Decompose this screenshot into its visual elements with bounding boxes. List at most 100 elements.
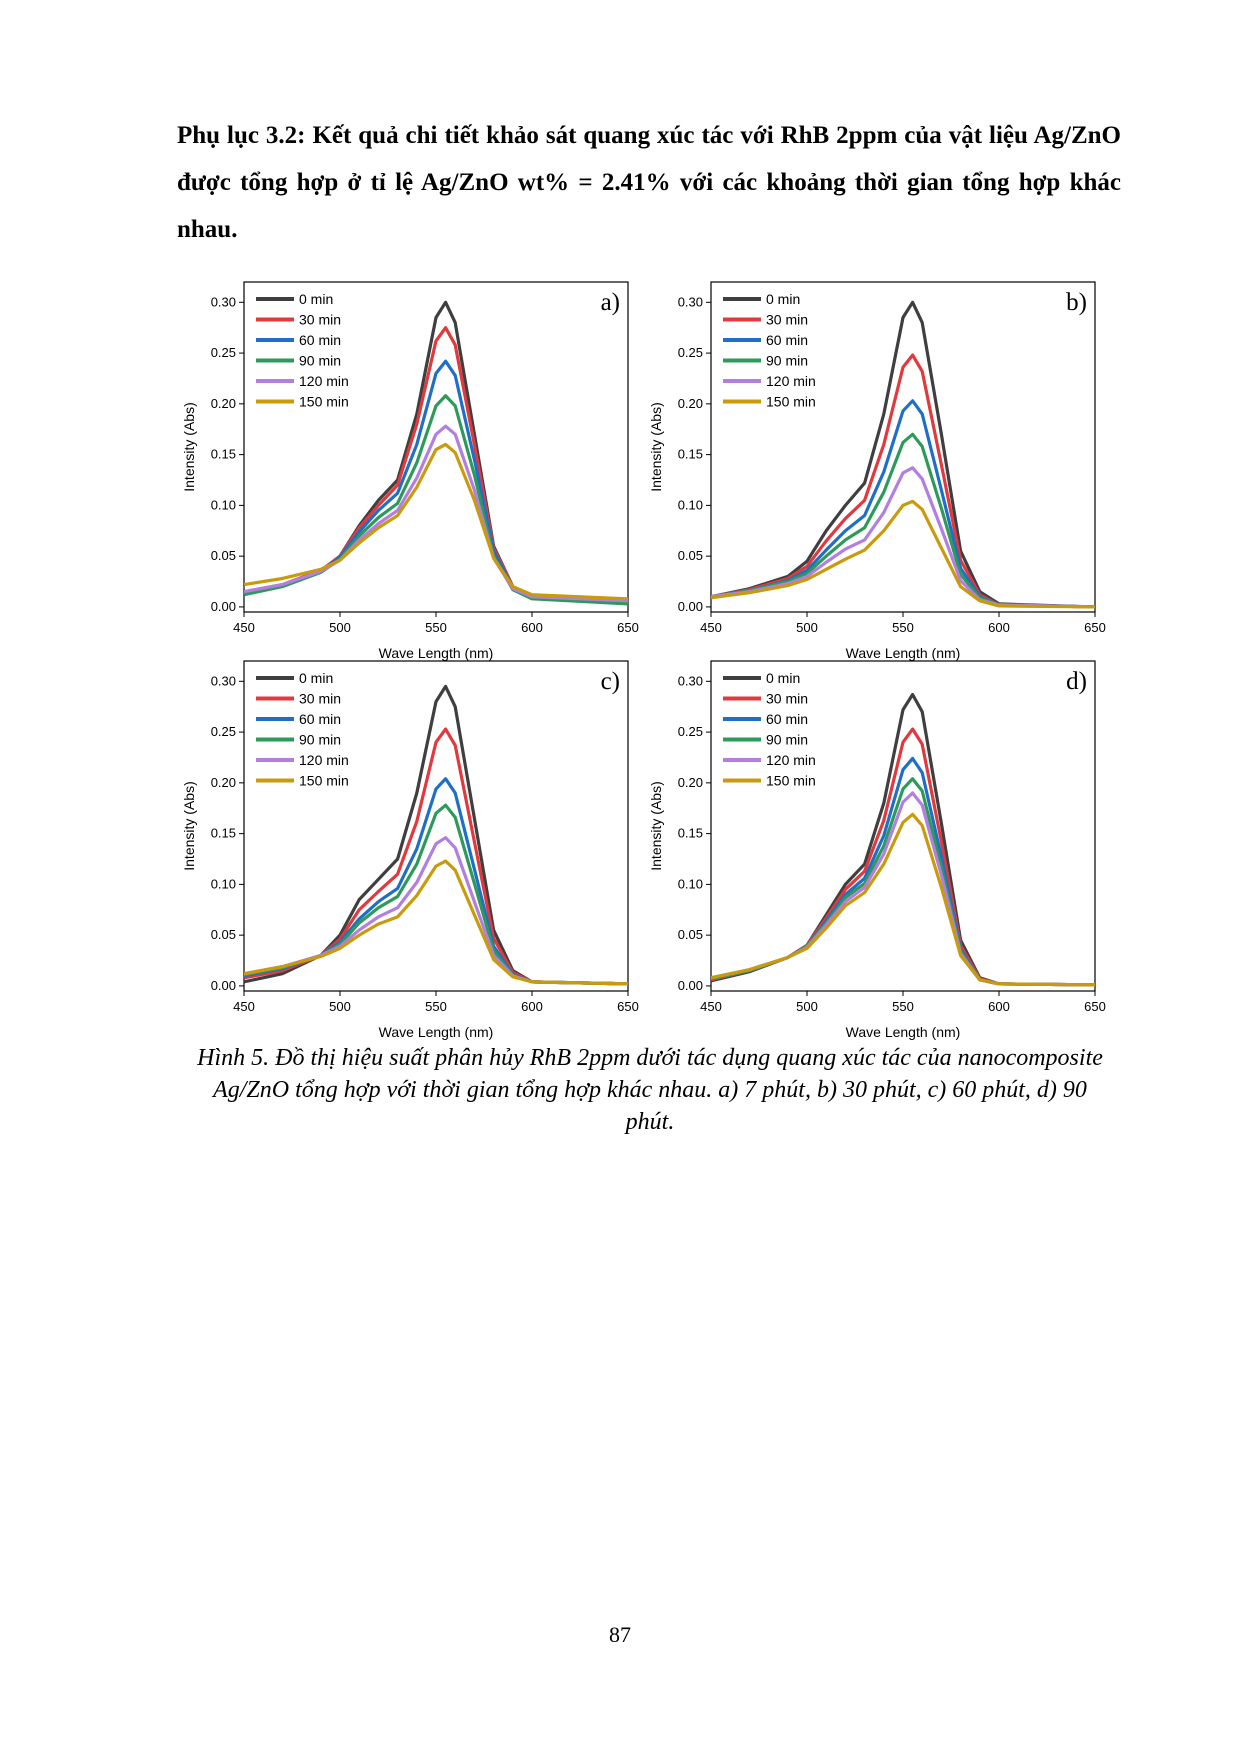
x-tick-label: 650 <box>617 620 639 635</box>
y-tick-label: 0.30 <box>678 294 703 309</box>
y-tick-label: 0.10 <box>678 876 703 891</box>
y-tick-label: 0.15 <box>211 447 236 462</box>
y-tick-label: 0.05 <box>211 548 236 563</box>
y-tick-label: 0.25 <box>211 724 236 739</box>
x-tick-label: 600 <box>521 999 543 1014</box>
legend-label: 150 min <box>299 773 349 789</box>
spectrum-line <box>711 399 1095 609</box>
y-tick-label: 0.15 <box>678 447 703 462</box>
legend-label: 90 min <box>766 732 808 748</box>
page-number: 87 <box>609 1622 631 1647</box>
panel-label: b) <box>1066 289 1087 316</box>
legend-label: 120 min <box>766 752 816 768</box>
y-tick-label: 0.10 <box>678 497 703 512</box>
y-tick-label: 0.00 <box>678 978 703 993</box>
spectrum-line <box>711 432 1095 609</box>
figure: 0.00 0.05 0.10 0.15 0.20 0.25 0.30 450 500 550 600… <box>181 281 1106 1040</box>
y-tick-label: 0.05 <box>211 927 236 942</box>
y-tick-label: 0.20 <box>678 775 703 790</box>
spectrum-line <box>711 499 1095 609</box>
y-tick-label: 0.05 <box>678 548 703 563</box>
y-axis-label: Intensity (Abs) <box>181 781 197 870</box>
legend-label: 90 min <box>299 353 341 369</box>
legend-label: 150 min <box>766 394 816 410</box>
y-tick-label: 0.10 <box>211 497 236 512</box>
y-tick-label: 0.20 <box>211 396 236 411</box>
x-tick-label: 450 <box>700 620 722 635</box>
x-axis-label: Wave Length (nm) <box>379 1024 494 1040</box>
legend-label: 30 min <box>299 312 341 328</box>
y-tick-label: 0.00 <box>678 599 703 614</box>
y-tick-label: 0.15 <box>211 826 236 841</box>
legend-label: 120 min <box>299 373 349 389</box>
y-tick-label: 0.30 <box>678 673 703 688</box>
x-tick-label: 600 <box>521 620 543 635</box>
legend-label: 0 min <box>299 291 333 307</box>
spectrum-line <box>711 300 1095 609</box>
y-tick-label: 0.25 <box>211 345 236 360</box>
x-axis-label: Wave Length (nm) <box>846 645 961 661</box>
spectrum-line <box>711 812 1095 987</box>
x-tick-label: 450 <box>233 620 255 635</box>
spectrum-line <box>711 777 1095 987</box>
panel-label: c) <box>601 668 620 695</box>
x-tick-label: 450 <box>233 999 255 1014</box>
x-tick-label: 500 <box>796 620 818 635</box>
x-tick-label: 500 <box>329 999 351 1014</box>
legend-label: 150 min <box>766 773 816 789</box>
y-tick-label: 0.05 <box>678 927 703 942</box>
y-tick-label: 0.30 <box>211 294 236 309</box>
legend-label: 30 min <box>299 691 341 707</box>
y-tick-label: 0.00 <box>211 978 236 993</box>
y-tick-label: 0.25 <box>678 724 703 739</box>
y-tick-label: 0.00 <box>211 599 236 614</box>
spectrum-line <box>244 803 628 986</box>
spectrum-line <box>244 859 628 986</box>
x-tick-label: 550 <box>892 620 914 635</box>
x-axis-label: Wave Length (nm) <box>846 1024 961 1040</box>
caption: Hình 5. Đồ thị hiệu suất phân hủy RhB 2p… <box>197 1045 1103 1135</box>
legend-label: 120 min <box>766 373 816 389</box>
spectrum-line <box>244 326 628 604</box>
legend-label: 60 min <box>299 332 341 348</box>
x-tick-label: 550 <box>892 999 914 1014</box>
spectrum-line <box>244 777 628 986</box>
spectrum-line <box>711 353 1095 609</box>
spectrum-line <box>244 442 628 601</box>
panel-label: d) <box>1066 668 1087 695</box>
x-tick-label: 450 <box>700 999 722 1014</box>
legend-label: 90 min <box>766 353 808 369</box>
spectrum-line <box>711 466 1095 609</box>
legend-label: 120 min <box>299 752 349 768</box>
legend-label: 60 min <box>766 332 808 348</box>
x-tick-label: 650 <box>1084 999 1106 1014</box>
x-tick-label: 550 <box>425 999 447 1014</box>
x-tick-label: 550 <box>425 620 447 635</box>
y-tick-label: 0.30 <box>211 673 236 688</box>
x-tick-label: 600 <box>988 999 1010 1014</box>
legend-label: 90 min <box>299 732 341 748</box>
x-axis-label: Wave Length (nm) <box>379 645 494 661</box>
legend-label: 0 min <box>766 291 800 307</box>
legend-label: 0 min <box>299 670 333 686</box>
legend-label: 30 min <box>766 691 808 707</box>
heading: Phụ lục 3.2: Kết quả chi tiết khảo sát q… <box>177 122 1121 243</box>
y-tick-label: 0.20 <box>678 396 703 411</box>
legend-label: 150 min <box>299 394 349 410</box>
legend-label: 60 min <box>766 711 808 727</box>
legend-label: 0 min <box>766 670 800 686</box>
x-tick-label: 500 <box>796 999 818 1014</box>
x-tick-label: 500 <box>329 620 351 635</box>
y-axis-label: Intensity (Abs) <box>181 402 197 491</box>
x-tick-label: 600 <box>988 620 1010 635</box>
x-tick-label: 650 <box>1084 620 1106 635</box>
legend-label: 30 min <box>766 312 808 328</box>
y-axis-label: Intensity (Abs) <box>648 402 664 491</box>
legend-label: 60 min <box>299 711 341 727</box>
x-tick-label: 650 <box>617 999 639 1014</box>
y-axis-label: Intensity (Abs) <box>648 781 664 870</box>
panel-label: a) <box>601 289 620 316</box>
y-tick-label: 0.10 <box>211 876 236 891</box>
y-tick-label: 0.25 <box>678 345 703 360</box>
